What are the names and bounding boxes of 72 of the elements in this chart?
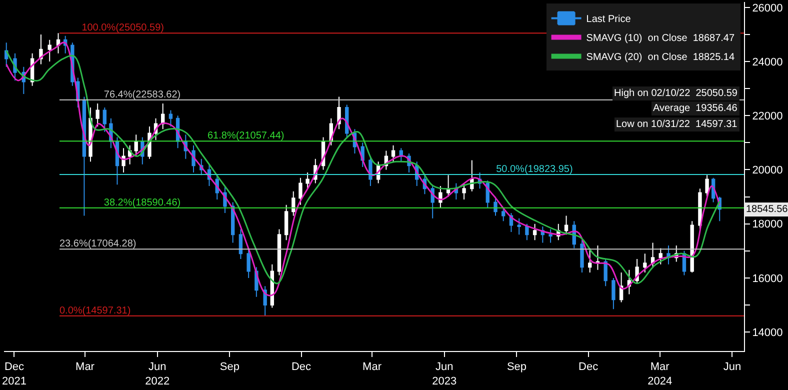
candlestick — [525, 223, 529, 241]
candlestick — [306, 172, 310, 190]
candlestick — [277, 228, 282, 276]
ref-line-label: 100.0%(25050.59) — [82, 22, 164, 34]
candlestick — [698, 188, 702, 230]
legend-label: SMAVG (20) on Close 18825.14 — [586, 52, 735, 64]
legend-label: Last Price — [586, 14, 632, 26]
candlestick — [82, 96, 86, 216]
x-tick-label: Dec 2021 — [2, 361, 26, 388]
ref-line-label: 23.6%(17064.28) — [60, 238, 136, 250]
annotation: High on 02/10/22 25050.59 — [614, 88, 738, 99]
candlestick — [604, 258, 608, 287]
y-tick-label: 14000 — [752, 326, 783, 339]
candlestick — [134, 134, 138, 157]
candlestick — [596, 244, 600, 270]
candlestick — [246, 248, 250, 278]
x-tick-label: Dec — [291, 361, 312, 374]
candlestick — [446, 174, 450, 198]
y-tick-label: 16000 — [752, 272, 783, 285]
y-tick-label: 26000 — [752, 2, 783, 14]
legend-label: SMAVG (10) on Close 18687.47 — [586, 33, 735, 44]
candlestick — [168, 110, 173, 127]
candlestick — [502, 207, 506, 222]
candlestick — [612, 277, 616, 310]
x-tick-label: Sep — [506, 361, 527, 374]
y-tick-label: 18000 — [752, 218, 783, 231]
annotation: Average 19356.46 — [653, 103, 738, 114]
x-tick-label: Sep — [220, 361, 240, 374]
candlestick — [56, 32, 60, 54]
text: 18545.56 — [746, 204, 788, 215]
candlestick — [705, 174, 709, 198]
candlestick — [517, 218, 521, 236]
candlestick — [548, 228, 552, 244]
x-tick-label: Dec — [578, 361, 599, 374]
ref-line-label: 0.0%(14597.31) — [60, 305, 131, 316]
candlestick — [391, 144, 396, 162]
candlestick — [470, 160, 474, 192]
x-tick-label: Mar — [76, 361, 95, 374]
candlestick — [438, 185, 442, 208]
candlestick — [292, 190, 296, 216]
candlestick — [161, 102, 165, 130]
candlestick — [532, 223, 537, 241]
candlestick — [238, 228, 243, 260]
ref-line-label: 50.0%(19823.95) — [496, 164, 573, 175]
candlestick — [588, 248, 592, 274]
x-tick-label: Jun 2023 — [432, 361, 457, 388]
candlestick — [650, 242, 655, 268]
candlestick — [658, 248, 662, 265]
candlestick — [48, 39, 52, 62]
candlestick — [96, 102, 100, 127]
candlestick — [580, 240, 584, 274]
candlestick — [284, 204, 288, 241]
x-tick-label: Mar — [362, 361, 382, 374]
candlestick — [619, 272, 624, 303]
candlestick — [564, 215, 568, 236]
y-tick-label: 22000 — [752, 110, 783, 122]
candlestick — [643, 253, 647, 274]
annotation: Low on 10/31/22 14597.31 — [616, 119, 738, 130]
ref-line-label: 76.4%(22583.62) — [104, 89, 181, 100]
candlestick — [122, 148, 126, 173]
x-tick-label: Jun — [723, 361, 742, 374]
x-tick-label: Mar 2024 — [648, 361, 672, 388]
y-tick-label: 20000 — [752, 164, 783, 177]
candlestick — [298, 177, 302, 206]
y-tick-label: 24000 — [752, 56, 783, 68]
ref-line-label: 61.8%(21057.44) — [208, 130, 284, 142]
candlestick — [494, 196, 498, 216]
candlestick — [102, 107, 107, 132]
x-tick-label: Jun 2022 — [145, 361, 170, 388]
ref-line-label: 38.2%(18590.46) — [104, 197, 181, 208]
candlestick — [462, 182, 466, 200]
candlestick — [263, 286, 267, 316]
